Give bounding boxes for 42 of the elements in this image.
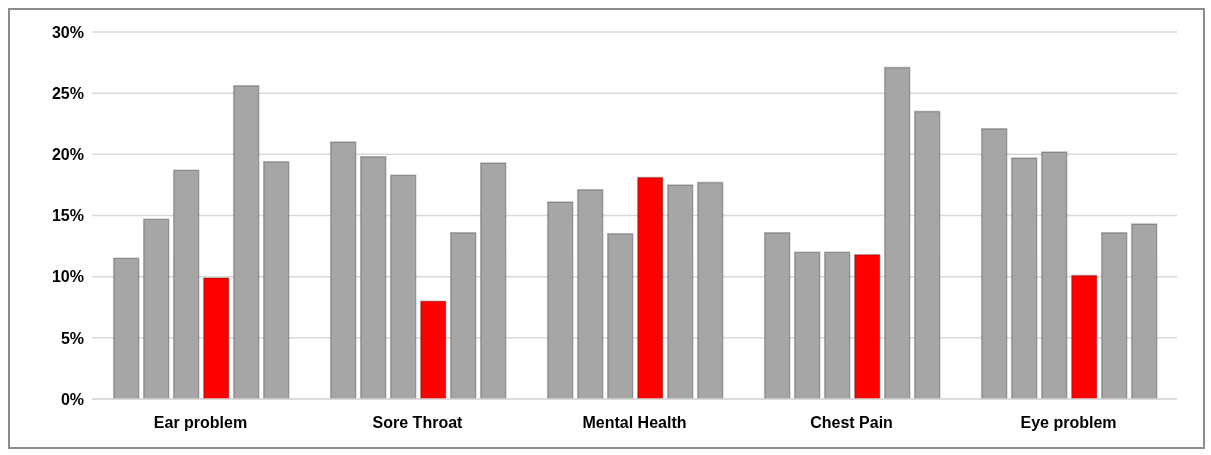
bar [853, 253, 881, 399]
bar [546, 201, 574, 399]
x-tick-label: Sore Throat [372, 414, 464, 432]
bar [913, 110, 941, 399]
x-tick-label: Chest Pain [810, 414, 893, 432]
bar [696, 181, 724, 399]
bar [359, 156, 387, 399]
bar [883, 66, 911, 399]
bar [576, 189, 604, 399]
y-tick-label: 30% [51, 23, 84, 41]
x-tick-label: Eye problem [1020, 414, 1117, 432]
y-tick-label: 0% [60, 390, 84, 408]
bar [202, 277, 230, 399]
bar [112, 257, 140, 399]
bar [232, 85, 260, 399]
bar [666, 184, 694, 399]
bar [329, 141, 357, 399]
bar [142, 218, 170, 399]
bar [419, 300, 447, 399]
x-tick-label: Ear problem [153, 414, 248, 432]
bar [479, 162, 507, 399]
bar [606, 233, 634, 399]
bar [636, 176, 664, 399]
bar [793, 251, 821, 399]
bar [389, 174, 417, 399]
bar [262, 160, 290, 399]
y-tick-label: 25% [51, 84, 84, 102]
bar [763, 231, 791, 399]
bar [1130, 223, 1158, 399]
bar [1100, 231, 1128, 399]
y-tick-label: 5% [60, 329, 84, 347]
bar [449, 231, 477, 399]
y-tick-label: 15% [51, 207, 84, 225]
bar [1010, 157, 1038, 399]
bar [823, 251, 851, 399]
y-tick-label: 10% [51, 268, 84, 286]
x-tick-label: Mental Health [582, 414, 687, 432]
bar [1040, 151, 1068, 399]
y-tick-label: 20% [51, 146, 84, 164]
bar [172, 169, 200, 399]
bar [980, 127, 1008, 399]
bar [1070, 274, 1098, 399]
